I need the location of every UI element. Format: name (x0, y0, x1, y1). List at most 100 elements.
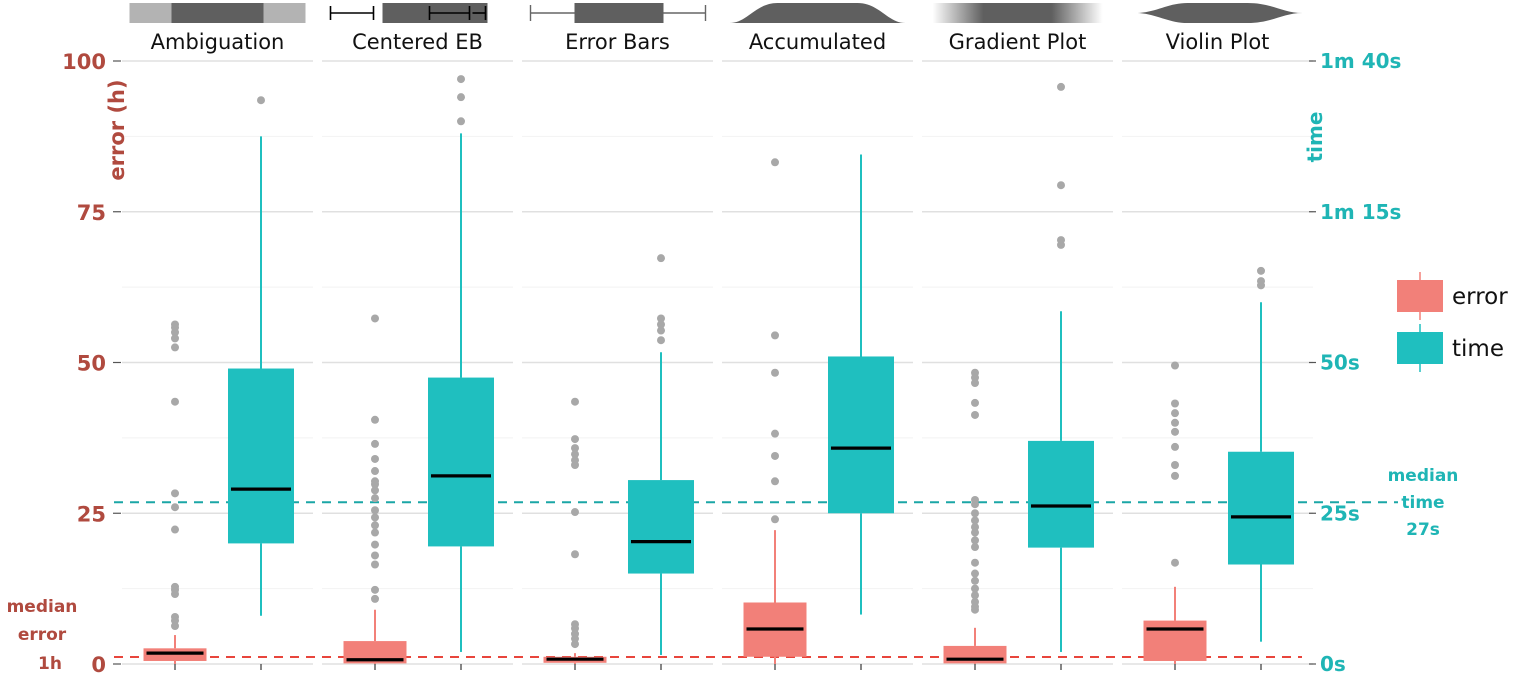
error-outlier (571, 450, 579, 459)
error-outlier (1171, 427, 1179, 436)
error-outlier (971, 516, 979, 525)
panel-title: Error Bars (565, 30, 670, 54)
error-outlier (371, 551, 379, 560)
error-outlier (1171, 409, 1179, 418)
median-error-label: median (7, 597, 78, 617)
error-outlier (371, 540, 379, 549)
left-axis-tick-label: 0 (91, 653, 106, 677)
time-box (1028, 440, 1094, 548)
error-outlier (1171, 442, 1179, 451)
legend-swatch-error (1397, 280, 1443, 312)
left-axis-tick-label: 25 (77, 502, 106, 526)
error-outlier (371, 415, 379, 424)
error-outlier (971, 558, 979, 567)
error-outlier (971, 398, 979, 407)
error-outlier (571, 456, 579, 465)
error-outlier (971, 509, 979, 518)
error-outlier (371, 494, 379, 503)
time-outlier (457, 117, 465, 126)
median-time-label: 27s (1406, 520, 1440, 540)
error-outlier (171, 525, 179, 534)
error-bars-icon (574, 3, 664, 23)
median-time-label: median (1388, 466, 1459, 486)
error-outlier (371, 314, 379, 323)
error-outlier (1171, 361, 1179, 370)
error-outlier (771, 451, 779, 460)
right-axis-tick-label: 50s (1320, 351, 1360, 375)
median-error-label: 1h (38, 654, 62, 674)
legend-label-time: time (1452, 336, 1504, 362)
gradient-plot-icon (932, 3, 1103, 23)
error-outlier (771, 331, 779, 340)
error-outlier (371, 513, 379, 522)
error-outlier (771, 158, 779, 167)
left-axis-title: error (h) (105, 79, 129, 180)
panel-title: Gradient Plot (949, 30, 1087, 54)
left-axis-tick-label: 100 (62, 50, 106, 74)
time-outlier (657, 254, 665, 263)
time-outlier (657, 320, 665, 329)
error-outlier (971, 495, 979, 504)
right-axis-tick-label: 25s (1320, 501, 1360, 525)
error-outlier (571, 397, 579, 406)
time-box (1228, 451, 1294, 565)
time-outlier (1057, 181, 1065, 190)
violin-plot-icon (1135, 3, 1303, 23)
accumulated-icon (729, 3, 906, 23)
median-error-label: error (18, 625, 67, 645)
time-box (428, 377, 494, 547)
time-outlier (257, 96, 265, 105)
error-outlier (771, 368, 779, 377)
panel-title: Centered EB (352, 30, 483, 54)
time-outlier (1257, 266, 1265, 275)
error-outlier (171, 489, 179, 498)
panel-title: Ambiguation (151, 30, 285, 54)
error-outlier (171, 397, 179, 406)
error-outlier (171, 582, 179, 591)
time-outlier (1057, 82, 1065, 91)
error-outlier (771, 515, 779, 524)
error-outlier (1171, 461, 1179, 470)
error-box (1143, 620, 1207, 661)
error-outlier (371, 521, 379, 530)
error-outlier (1171, 399, 1179, 408)
error-outlier (971, 523, 979, 532)
error-outlier (1171, 471, 1179, 480)
error-outlier (371, 486, 379, 495)
error-outlier (371, 439, 379, 448)
time-outlier (657, 326, 665, 335)
time-box (628, 480, 694, 574)
legend-swatch-time (1397, 332, 1443, 364)
error-outlier (971, 597, 979, 606)
error-outlier (371, 454, 379, 463)
error-outlier (971, 368, 979, 377)
error-outlier (971, 536, 979, 545)
right-axis-tick-label: 1m 40s (1320, 49, 1401, 73)
error-outlier (971, 543, 979, 552)
error-outlier (171, 334, 179, 343)
error-outlier (1171, 558, 1179, 567)
error-outlier (371, 506, 379, 515)
error-outlier (171, 343, 179, 352)
time-outlier (657, 314, 665, 323)
error-outlier (371, 528, 379, 537)
time-outlier (657, 336, 665, 345)
error-outlier (371, 594, 379, 603)
right-axis-title: time (1303, 112, 1327, 163)
error-outlier (571, 508, 579, 517)
error-outlier (971, 591, 979, 600)
error-outlier (971, 569, 979, 578)
right-axis-tick-label: 1m 15s (1320, 200, 1401, 224)
error-outlier (171, 503, 179, 512)
median-time-label: time (1401, 493, 1444, 513)
right-axis-tick-label: 0s (1320, 652, 1346, 676)
error-outlier (571, 550, 579, 559)
time-outlier (1057, 236, 1065, 245)
error-outlier (971, 576, 979, 585)
time-box (228, 368, 294, 544)
error-outlier (571, 444, 579, 453)
error-outlier (571, 620, 579, 629)
error-outlier (1171, 418, 1179, 427)
